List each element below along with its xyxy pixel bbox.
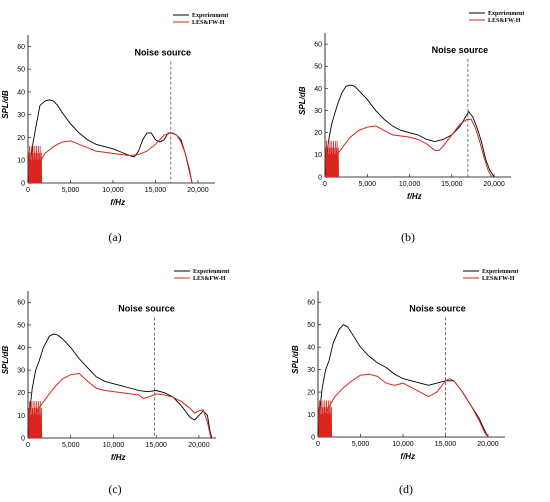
x-tick-label: 0 <box>26 187 30 194</box>
y-axis-label: SPL/dB <box>298 86 307 115</box>
x-tick-label: 20,000 <box>477 441 499 448</box>
noise-source-label: Noise source <box>409 303 466 313</box>
y-tick-label: 30 <box>17 368 25 375</box>
y-tick-label: 10 <box>17 158 25 165</box>
y-tick-label: 20 <box>307 389 315 396</box>
noise-source-label: Noise source <box>118 304 175 314</box>
y-tick-label: 20 <box>17 135 25 142</box>
x-tick-label: 20,000 <box>188 442 210 449</box>
y-tick-label: 50 <box>314 64 322 71</box>
x-tick-label: 20,000 <box>187 187 209 194</box>
x-tick-label: 10,000 <box>102 187 124 194</box>
experiment-series-line <box>317 324 489 438</box>
y-tick-label: 50 <box>17 67 25 74</box>
les-fwh-low-frequency-spikes <box>318 400 333 438</box>
legend-entry: LES&FW-H <box>193 276 226 282</box>
x-tick-label: 0 <box>26 442 30 449</box>
les-fwh-series-line <box>27 132 193 184</box>
x-axis-label: f/Hz <box>111 453 126 462</box>
les-fwh-series-line <box>317 373 489 438</box>
chart-panel-b: 0 10 20 30 40 50 60 0 5,000 10,000 15,000 20,000 f/H… <box>298 11 524 244</box>
y-tick-label: 10 <box>307 412 315 419</box>
y-tick-label: 0 <box>318 174 322 181</box>
x-tick-label: 5,000 <box>62 187 80 194</box>
legend-entry: LES&FW-H <box>488 18 521 24</box>
y-axis-label: SPL/dB <box>291 345 300 374</box>
les-fwh-low-frequency-spikes <box>325 140 339 178</box>
y-tick-label: 40 <box>17 345 25 352</box>
y-tick-label: 30 <box>307 367 315 374</box>
x-tick-label: 15,000 <box>145 187 167 194</box>
y-tick-label: 20 <box>314 130 322 137</box>
y-tick-label: 40 <box>307 345 315 352</box>
legend-entry: Experienment <box>193 269 229 275</box>
x-tick-label: 20,000 <box>483 181 505 188</box>
chart-panel-a: 0 10 20 30 40 50 60 0 5,000 10,000 15,000 20,000 f/H… <box>1 13 228 244</box>
y-tick-label: 0 <box>311 434 315 441</box>
x-tick-label: 5,000 <box>352 441 370 448</box>
x-axis-label: f/Hz <box>110 198 125 207</box>
y-tick-label: 60 <box>17 300 25 307</box>
legend-entry: LES&FW-H <box>482 276 515 282</box>
x-axis-label: f/Hz <box>400 452 415 461</box>
chart-panel-d: 0 10 20 30 40 50 60 0 5,000 10,000 15,000 20,000 f/H… <box>291 269 518 496</box>
les-fwh-series-line <box>27 373 212 439</box>
y-tick-label: 60 <box>17 44 25 51</box>
y-tick-label: 50 <box>17 322 25 329</box>
x-tick-label: 0 <box>323 181 327 188</box>
x-tick-label: 15,000 <box>145 442 167 449</box>
y-tick-label: 30 <box>17 112 25 119</box>
les-fwh-low-frequency-spikes <box>28 401 43 439</box>
y-tick-label: 30 <box>314 108 322 115</box>
panel-label: (a) <box>108 230 121 244</box>
x-tick-label: 15,000 <box>441 181 463 188</box>
y-tick-label: 60 <box>307 300 315 307</box>
x-tick-label: 0 <box>316 441 320 448</box>
y-axis-label: SPL/dB <box>1 346 10 375</box>
les-fwh-series-line <box>324 118 492 178</box>
legend-entry: Experienment <box>192 13 228 19</box>
x-tick-label: 15,000 <box>435 441 457 448</box>
x-tick-label: 10,000 <box>103 442 125 449</box>
chart-panel-c: 0 10 20 30 40 50 60 0 5,000 10,000 15,000 20,000 f/H… <box>1 269 229 496</box>
y-tick-label: 0 <box>21 180 25 187</box>
legend-entry: LES&FW-H <box>192 20 225 26</box>
experiment-series-line <box>27 333 213 439</box>
panel-label: (d) <box>399 482 413 496</box>
les-fwh-low-frequency-spikes <box>28 145 43 184</box>
noise-source-label: Noise source <box>432 45 489 55</box>
legend-entry: Experienment <box>482 269 518 275</box>
x-axis-label: f/Hz <box>407 192 422 201</box>
panel-label: (b) <box>401 230 415 244</box>
y-tick-label: 40 <box>314 86 322 93</box>
y-axis-label: SPL/dB <box>1 90 10 119</box>
y-tick-label: 10 <box>314 152 322 159</box>
x-tick-label: 5,000 <box>359 181 377 188</box>
y-tick-label: 60 <box>314 41 322 48</box>
experiment-series-line <box>324 84 495 178</box>
y-tick-label: 50 <box>307 322 315 329</box>
x-tick-label: 10,000 <box>392 441 414 448</box>
legend-entry: Experienment <box>488 11 524 17</box>
experiment-series-line <box>27 99 193 184</box>
y-tick-label: 40 <box>17 89 25 96</box>
panel-label: (c) <box>108 482 121 496</box>
y-tick-label: 20 <box>17 390 25 397</box>
noise-source-label: Noise source <box>135 48 192 58</box>
y-tick-label: 0 <box>21 435 25 442</box>
x-tick-label: 10,000 <box>399 181 421 188</box>
x-tick-label: 5,000 <box>62 442 80 449</box>
y-tick-label: 10 <box>17 413 25 420</box>
